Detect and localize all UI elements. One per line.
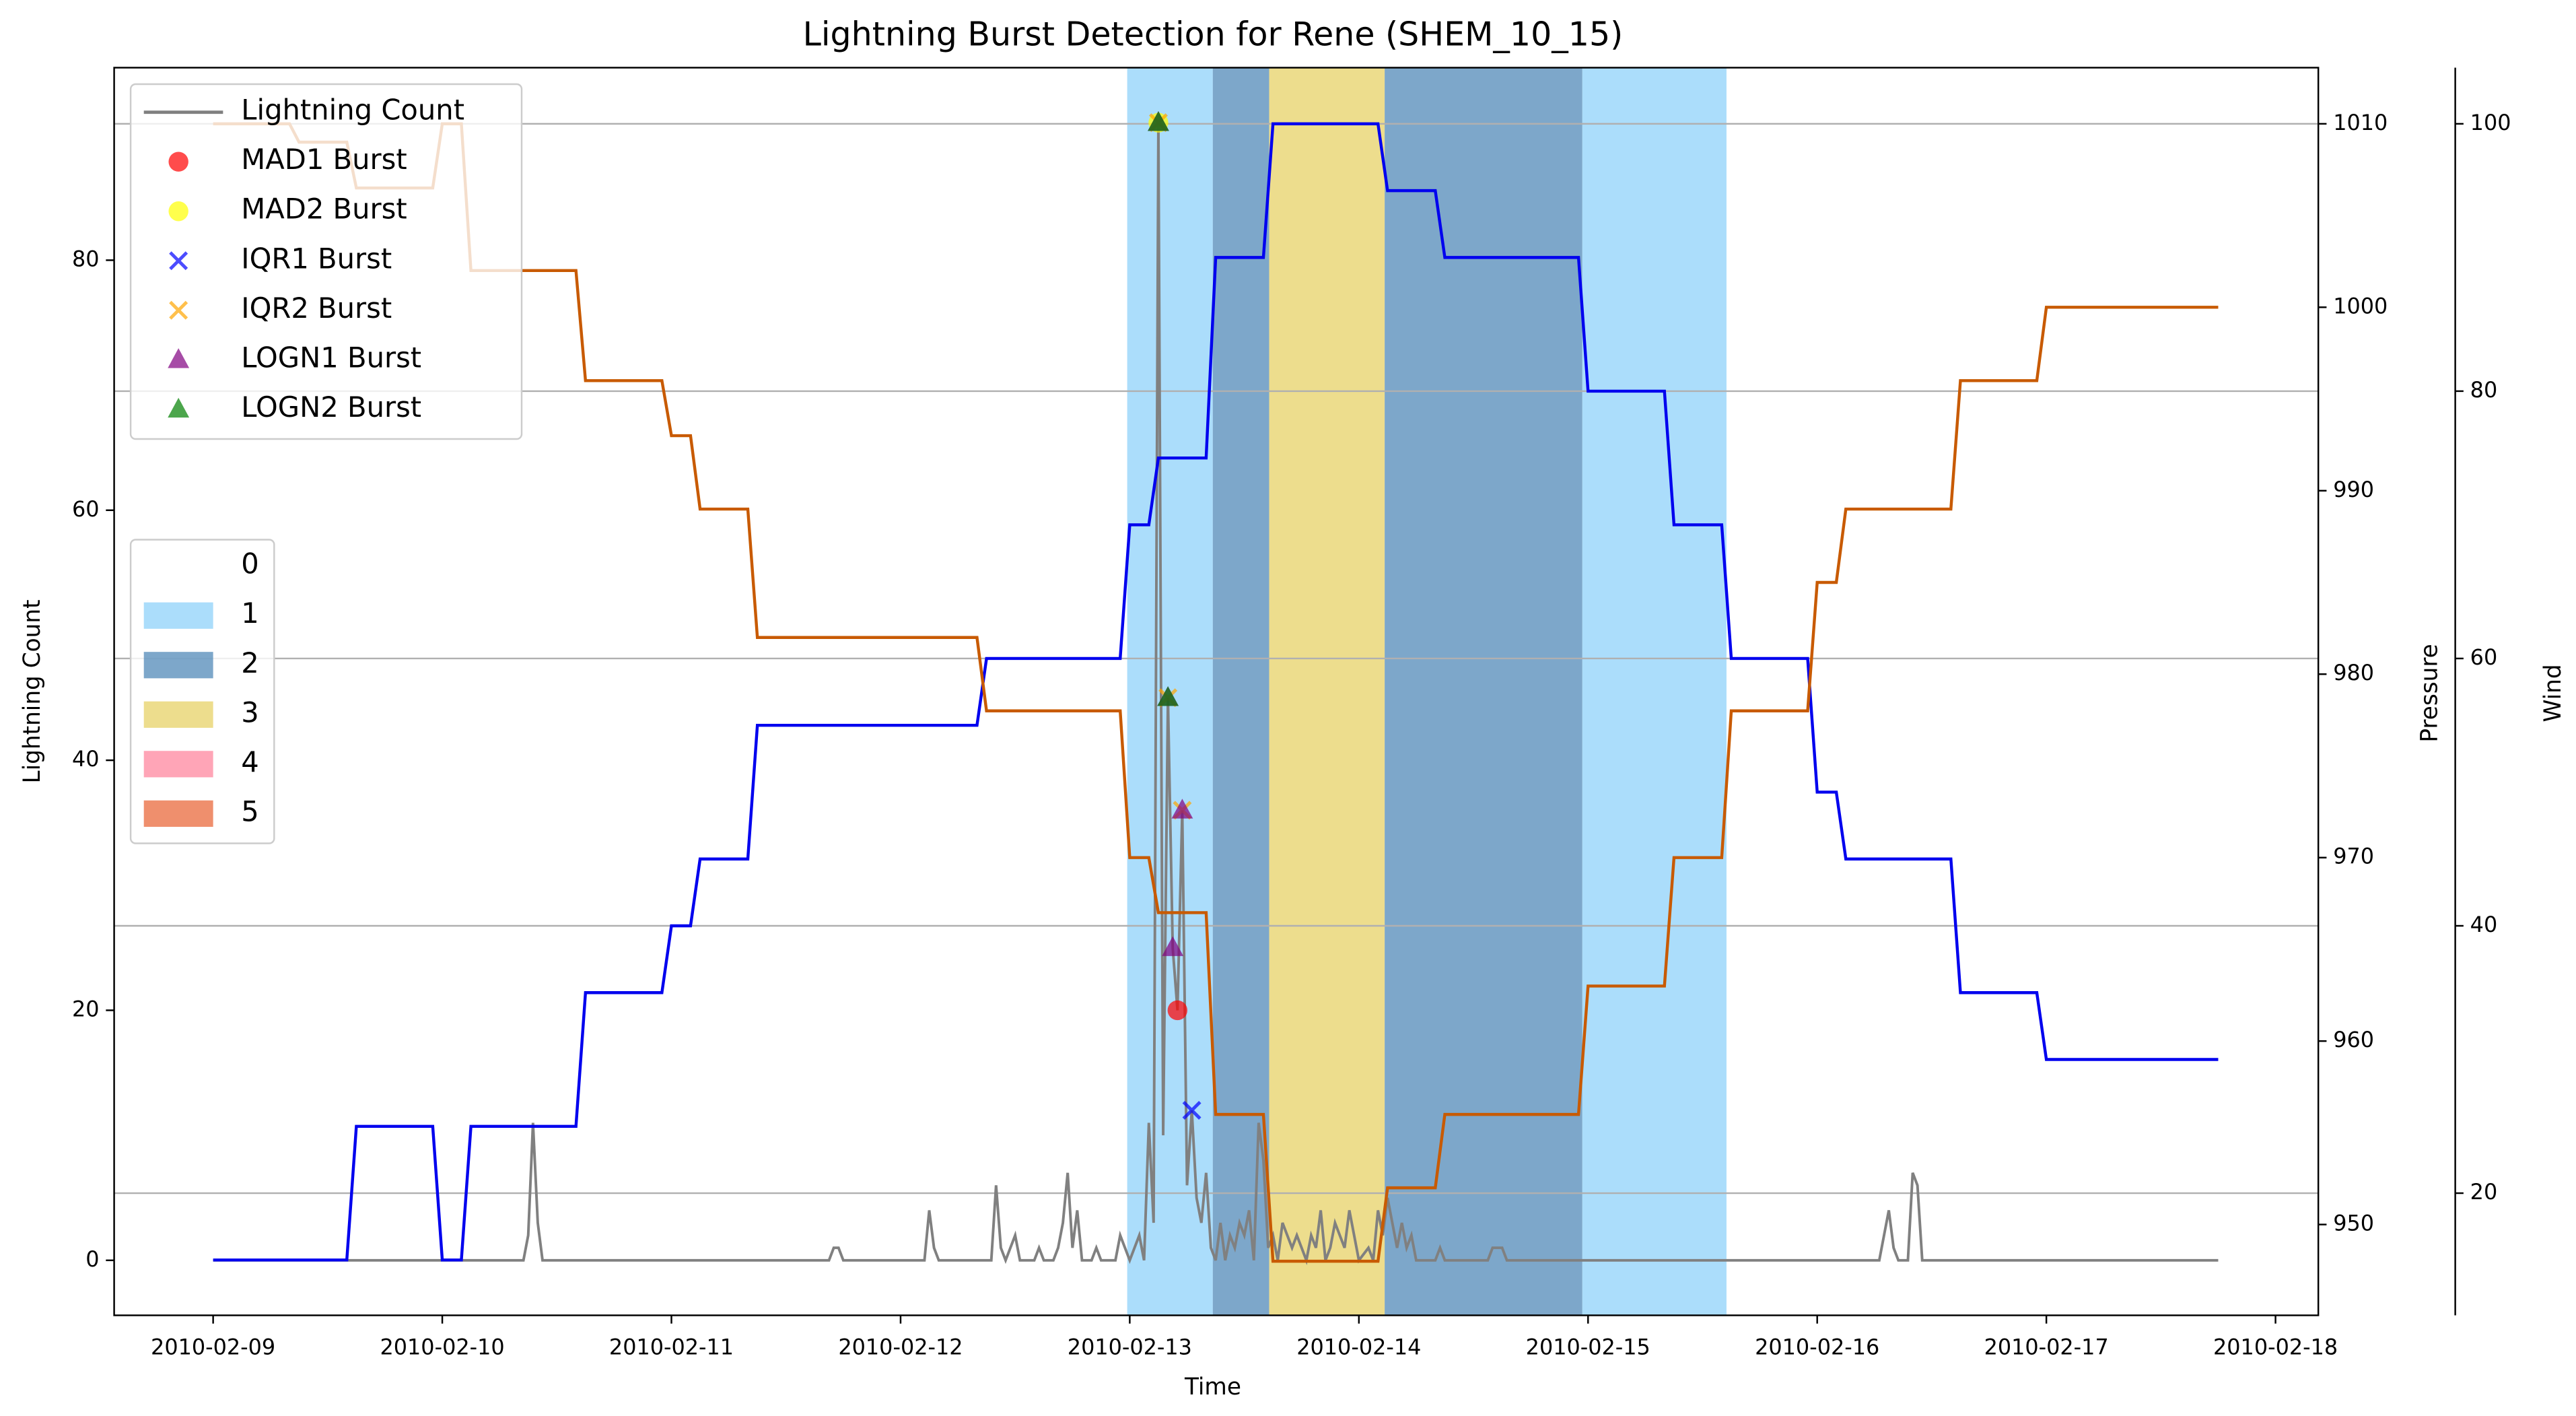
y2-tick-label: 970 <box>2333 844 2374 869</box>
legend-swatch <box>168 201 188 222</box>
y-axis-label: Lightning Count <box>19 599 46 783</box>
series-line <box>213 123 2219 1265</box>
burst-marker <box>1171 799 1193 819</box>
legend-label: MAD1 Burst <box>241 143 407 176</box>
burst-marker <box>1167 1000 1188 1021</box>
legend-swatch <box>169 251 188 271</box>
x-tick-label: 2010-02-12 <box>838 1335 963 1360</box>
legend-swatch <box>168 151 188 172</box>
legend-swatch <box>168 397 190 418</box>
y-tick-label: 80 <box>72 246 100 271</box>
plot-frame <box>113 67 2320 1316</box>
x-tick-label: 2010-02-16 <box>1755 1335 1879 1360</box>
legend-label: 1 <box>241 597 259 630</box>
y2-tick-label: 990 <box>2333 477 2374 502</box>
legend-label: 3 <box>241 696 259 729</box>
x-tick-label: 2010-02-18 <box>2213 1335 2338 1360</box>
legend-label: IQR1 Burst <box>241 242 392 275</box>
y-tick-label: 20 <box>72 996 100 1021</box>
y2-axis-label: Pressure <box>2416 644 2443 742</box>
legend-swatch <box>169 300 188 320</box>
x-tick-label: 2010-02-14 <box>1296 1335 1421 1360</box>
legend-swatch <box>143 553 213 580</box>
y-tick-label: 40 <box>72 746 100 772</box>
chart-title: Lightning Burst Detection for Rene (SHEM… <box>803 14 1624 53</box>
legend-box <box>129 83 523 440</box>
legend-swatch <box>143 652 213 679</box>
category-band <box>1385 67 1582 1316</box>
y2-tick-label: 1010 <box>2333 110 2388 135</box>
x-tick-label: 2010-02-09 <box>151 1335 275 1360</box>
x-tick-label: 2010-02-11 <box>609 1335 734 1360</box>
y3-tick-label: 80 <box>2470 377 2498 403</box>
x-tick-label: 2010-02-15 <box>1526 1335 1650 1360</box>
legend-label: 5 <box>241 795 259 828</box>
legend-swatch <box>143 800 213 827</box>
burst-marker <box>1162 936 1184 956</box>
burst-marker <box>1148 111 1169 131</box>
legend-label: LOGN2 Burst <box>241 391 421 424</box>
y2-tick-label: 980 <box>2333 660 2374 685</box>
y2-tick-label: 960 <box>2333 1027 2374 1052</box>
legend-label: 2 <box>241 646 259 679</box>
y3-tick-label: 100 <box>2470 110 2511 135</box>
burst-marker <box>1182 1100 1202 1120</box>
legend-label: LOGN1 Burst <box>241 341 421 374</box>
y2-tick-label: 1000 <box>2333 293 2388 318</box>
legend-label: MAD2 Burst <box>241 193 407 226</box>
x-tick-label: 2010-02-17 <box>1984 1335 2109 1360</box>
legend-label: 4 <box>241 745 259 778</box>
x-axis-label: Time <box>1184 1374 1241 1401</box>
legend-label: 0 <box>241 547 259 580</box>
legend-swatch <box>143 602 213 629</box>
burst-marker <box>1157 686 1179 706</box>
category-band <box>1269 67 1385 1316</box>
category-band <box>1582 67 1727 1316</box>
y2-tick-label: 950 <box>2333 1211 2374 1236</box>
y3-axis-label: Wind <box>2540 664 2567 722</box>
legend-swatch <box>143 751 213 778</box>
x-tick-label: 2010-02-13 <box>1068 1335 1192 1360</box>
series-line <box>213 122 2219 1262</box>
category-legend: 0 1 2 3 4 5 <box>129 539 275 844</box>
legend: Lightning Count MAD1 Burst MAD2 Burst IQR1 … <box>129 83 523 440</box>
y3-tick-label: 40 <box>2470 912 2498 937</box>
legend-swatch <box>143 701 213 728</box>
y-tick-label: 0 <box>85 1246 99 1272</box>
category-band <box>1212 67 1269 1316</box>
legend-label: IQR2 Burst <box>241 292 392 325</box>
y3-tick-label: 20 <box>2470 1179 2498 1205</box>
legend-label: Lightning Count <box>241 94 464 127</box>
x-tick-label: 2010-02-10 <box>380 1335 504 1360</box>
legend-swatch <box>168 348 190 368</box>
y3-tick-label: 60 <box>2470 644 2498 670</box>
y-tick-label: 60 <box>72 496 100 522</box>
